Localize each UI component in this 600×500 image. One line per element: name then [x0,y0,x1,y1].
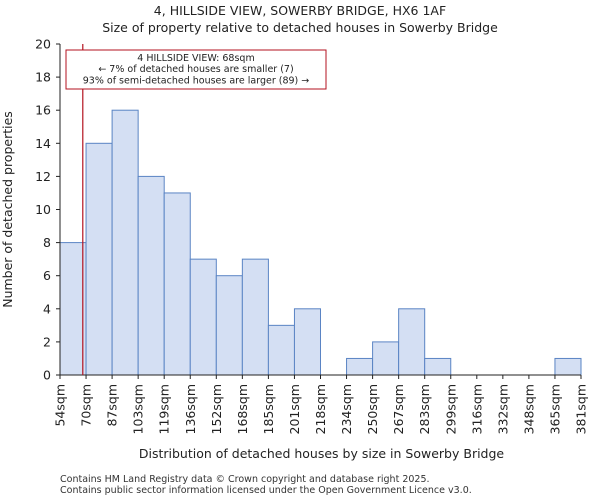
x-tick-label: 54sqm [53,384,68,427]
annotation-line: 93% of semi-detached houses are larger (… [83,75,310,86]
y-axis-label: Number of detached properties [0,111,15,308]
histogram-bar [85,142,113,376]
x-tick-label: 283sqm [417,384,432,434]
x-tick-label: 185sqm [261,384,276,434]
x-tick-label: 136sqm [183,384,198,434]
y-tick-label: 14 [35,136,51,151]
y-tick-label: 2 [43,334,51,349]
histogram-bar [554,357,582,376]
histogram-bar [346,357,374,376]
y-tick-label: 20 [35,37,51,52]
annotation-line: 4 HILLSIDE VIEW: 68sqm [137,53,254,64]
x-tick-label: 365sqm [547,384,562,434]
y-tick-label: 16 [35,103,51,118]
y-tick-label: 10 [35,202,51,217]
histogram-bar [241,258,269,376]
x-tick-label: 234sqm [339,384,354,434]
x-tick-label: 201sqm [287,384,302,434]
x-tick-label: 103sqm [131,384,146,434]
histogram-bar [267,324,295,376]
x-tick-label: 168sqm [235,384,250,434]
footer-licence: Contains public sector information licen… [60,485,472,496]
y-tick-label: 4 [43,301,51,316]
annotation-box [65,49,327,90]
x-tick-label: 299sqm [443,384,458,434]
histogram-bar [372,341,400,376]
x-tick-label: 381sqm [574,384,589,434]
y-tick-label: 0 [43,368,51,383]
annotation-line: ← 7% of detached houses are smaller (7) [98,64,293,75]
y-tick-label: 18 [35,70,51,85]
x-tick-label: 218sqm [313,384,328,434]
footer-copyright: Contains HM Land Registry data © Crown c… [60,474,430,485]
x-tick-label: 87sqm [105,384,120,427]
x-tick-label: 70sqm [79,384,94,427]
histogram-bar [137,175,165,376]
y-tick-label: 12 [35,169,51,184]
chart-title: 4, HILLSIDE VIEW, SOWERBY BRIDGE, HX6 1A… [153,3,447,18]
histogram-bar [293,308,322,376]
x-tick-label: 267sqm [391,384,406,434]
x-tick-label: 348sqm [521,384,536,434]
x-tick-label: 332sqm [495,384,510,434]
histogram-bar [189,258,217,376]
chart-subtitle: Size of property relative to detached ho… [102,20,498,35]
histogram-bar [163,192,191,376]
histogram-bar [398,308,426,376]
y-tick-label: 8 [43,235,51,250]
histogram-bar [59,242,87,376]
histogram-bar [111,109,139,376]
x-tick-label: 316sqm [469,384,484,434]
y-tick-label: 6 [43,268,51,283]
x-tick-label: 152sqm [209,384,224,434]
x-tick-label: 250sqm [365,384,380,434]
x-axis-label: Distribution of detached houses by size … [139,446,505,461]
histogram-bar [215,275,243,376]
x-tick-label: 119sqm [157,384,172,434]
histogram-bar [424,357,452,376]
